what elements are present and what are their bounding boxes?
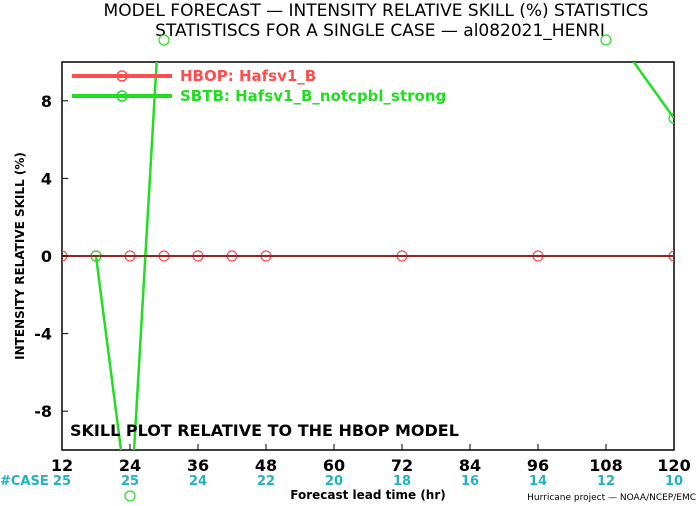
case-count: 20 — [325, 474, 343, 489]
series-marker-sbtb — [600, 34, 612, 46]
case-count: 16 — [461, 474, 479, 489]
credit-text: Hurricane project — NOAA/NCEP/EMC — [527, 493, 696, 503]
legend: HBOP: Hafsv1_B SBTB: Hafsv1_B_notcpbl_st… — [72, 67, 446, 105]
case-count: 10 — [665, 474, 683, 489]
series-line-sbtb — [94, 62, 674, 450]
series-marker-sbtb — [158, 34, 170, 46]
x-tick-label: 36 — [187, 456, 209, 475]
case-count: 25 — [121, 474, 139, 489]
x-tick-label: 48 — [255, 456, 277, 475]
x-tick-label: 12 — [51, 456, 73, 475]
x-tick-label: 72 — [391, 456, 413, 475]
series-marker-sbtb — [668, 112, 674, 124]
case-count: 22 — [257, 474, 275, 489]
case-count: 18 — [393, 474, 411, 489]
case-count: 12 — [597, 474, 615, 489]
y-axis-label: INTENSITY RELATIVE SKILL (%) — [13, 152, 27, 360]
y-tick-label: 0 — [41, 247, 52, 266]
y-tick-label: 8 — [41, 92, 52, 111]
y-tick-label: -4 — [34, 325, 52, 344]
case-count-label: #CASE — [0, 474, 49, 489]
y-tick-label: 4 — [41, 169, 52, 188]
case-count: 14 — [529, 474, 547, 489]
case-count: 24 — [189, 474, 207, 489]
x-tick-label: 60 — [323, 456, 345, 475]
x-tick-label: 24 — [119, 456, 141, 475]
x-tick-label: 108 — [589, 456, 622, 475]
x-tick-label: 84 — [459, 456, 481, 475]
legend-label-hbop: HBOP: Hafsv1_B — [180, 67, 316, 85]
y-tick-label: -8 — [34, 402, 52, 421]
x-tick-label: 96 — [527, 456, 549, 475]
x-tick-label: 120 — [657, 456, 690, 475]
series-marker-sbtb — [124, 490, 136, 502]
x-axis-label: Forecast lead time (hr) — [290, 488, 446, 502]
legend-marker-hbop — [116, 70, 128, 82]
case-count: 25 — [53, 474, 71, 489]
skill-annotation: SKILL PLOT RELATIVE TO THE HBOP MODEL — [70, 421, 459, 440]
chart-subtitle: STATISTISCS FOR A SINGLE CASE — al082021… — [155, 21, 605, 41]
chart-title: MODEL FORECAST — INTENSITY RELATIVE SKIL… — [104, 1, 649, 21]
legend-marker-sbtb — [116, 90, 128, 102]
legend-label-sbtb: SBTB: Hafsv1_B_notcpbl_strong — [180, 87, 446, 105]
